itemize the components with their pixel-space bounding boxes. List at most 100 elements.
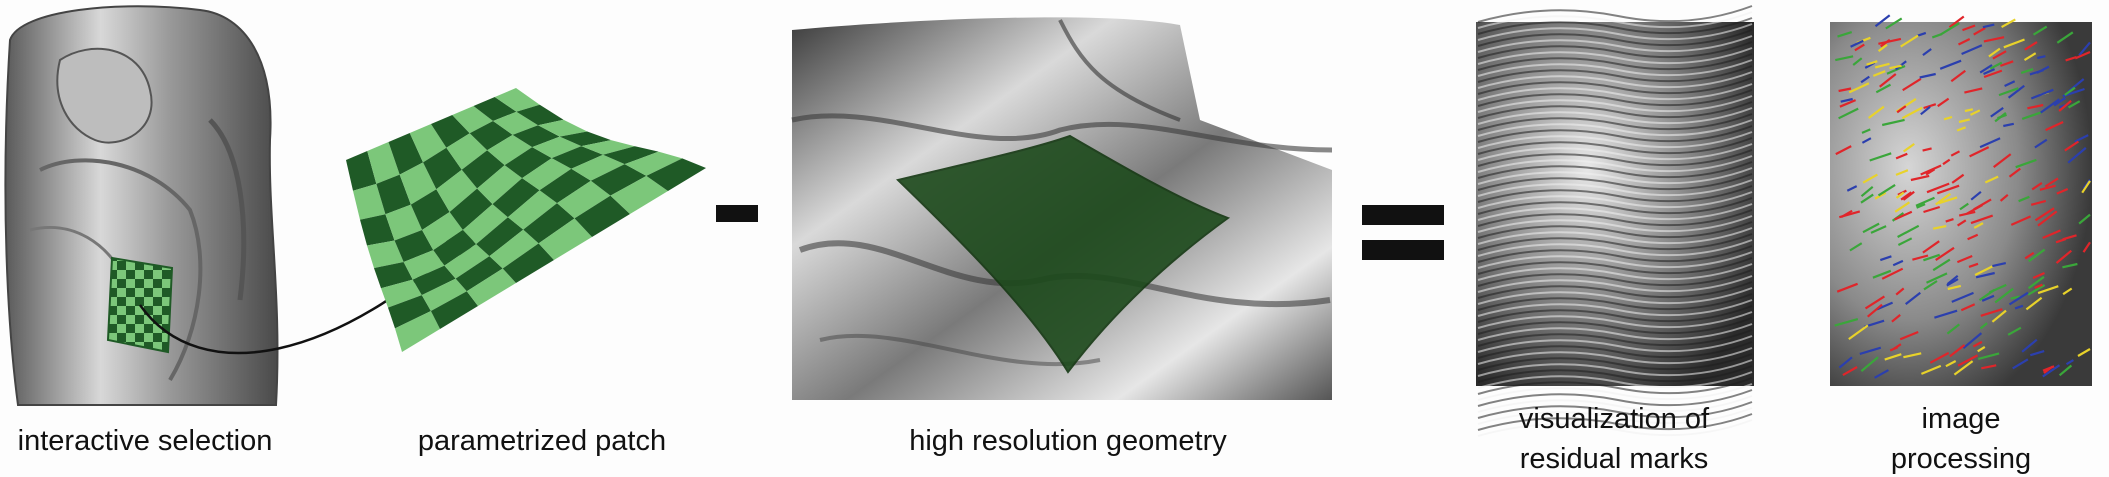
- detected-stroke: [1838, 356, 1853, 369]
- patch-cell: [492, 178, 540, 218]
- patch-cell: [469, 120, 513, 151]
- detected-stroke: [1988, 283, 2007, 294]
- detected-stroke: [1860, 356, 1879, 372]
- detected-stroke: [2023, 52, 2037, 62]
- detected-stroke: [1981, 364, 1997, 370]
- detected-stroke: [1960, 303, 1976, 312]
- detected-stroke: [1838, 87, 1852, 93]
- detected-stroke: [1982, 23, 1995, 29]
- detected-stroke: [2058, 100, 2072, 112]
- residual-streak: [1477, 305, 1753, 323]
- detected-stroke: [2015, 158, 2037, 169]
- patch-cell: [374, 261, 413, 289]
- detected-stroke: [1916, 31, 1927, 37]
- detected-stroke: [2010, 295, 2020, 300]
- detected-stroke: [2037, 210, 2058, 227]
- residual-streak: [1477, 47, 1753, 65]
- detected-stroke: [1968, 262, 1979, 268]
- patch-cell: [388, 295, 431, 329]
- detected-stroke: [1949, 344, 1966, 358]
- residual-streak: [1477, 413, 1753, 431]
- detected-stroke: [1838, 107, 1859, 120]
- residual-streak: [1477, 329, 1753, 347]
- detected-stroke: [1934, 309, 1958, 319]
- residual-streak: [1477, 215, 1753, 233]
- detected-stroke: [2018, 195, 2030, 203]
- residual-streak: [1477, 155, 1753, 173]
- residual-streak: [1477, 281, 1753, 299]
- detected-stroke: [2078, 213, 2091, 225]
- detected-stroke: [2025, 296, 2043, 311]
- detected-stroke: [1879, 73, 1897, 88]
- residual-streak: [1477, 263, 1753, 281]
- detected-stroke: [1984, 175, 1999, 184]
- residual-streak: [1477, 83, 1753, 101]
- detected-stroke: [1874, 369, 1889, 379]
- detected-stroke: [1970, 214, 1994, 225]
- patch-cell: [494, 88, 540, 112]
- detected-stroke: [1836, 282, 1858, 293]
- detected-stroke: [1983, 68, 1996, 76]
- detected-stroke: [1874, 62, 1890, 69]
- detected-stroke: [1912, 254, 1929, 261]
- patch-cell: [462, 204, 508, 245]
- detected-stroke: [1975, 271, 1995, 279]
- detected-stroke: [2065, 359, 2074, 366]
- detected-stroke: [1973, 27, 1986, 36]
- residual-streak: [1477, 287, 1753, 305]
- detected-stroke: [2034, 207, 2055, 222]
- residual-streak: [1477, 257, 1753, 275]
- detected-stroke: [2027, 284, 2046, 296]
- detected-stroke: [1886, 64, 1906, 75]
- detected-stroke: [2067, 100, 2081, 109]
- detected-stroke: [1900, 191, 1912, 201]
- detected-stroke: [2027, 276, 2045, 290]
- residual-streak: [1477, 5, 1753, 23]
- detected-stroke: [1990, 106, 2004, 118]
- detected-stroke: [1900, 34, 1919, 48]
- detected-stroke: [1922, 48, 1932, 56]
- residual-streak: [1477, 401, 1753, 419]
- detected-stroke: [1956, 126, 1966, 132]
- residual-streak: [1477, 173, 1753, 191]
- detected-stroke: [1846, 185, 1858, 192]
- detected-stroke: [1881, 267, 1904, 280]
- detected-stroke: [2078, 41, 2091, 57]
- detected-stroke: [1840, 209, 1853, 219]
- detected-stroke: [1848, 324, 1869, 340]
- residual-streak: [1477, 149, 1753, 167]
- patch-cell: [412, 265, 456, 296]
- detected-stroke: [2056, 187, 2069, 195]
- detected-stroke: [1991, 309, 2007, 323]
- residual-streak: [1477, 137, 1753, 155]
- detected-stroke: [1920, 105, 1931, 116]
- residual-streak: [1477, 191, 1753, 209]
- residual-streak: [1477, 245, 1753, 263]
- parametrized-patch: [346, 88, 706, 352]
- detected-stroke: [1950, 150, 1961, 157]
- detected-stroke: [2081, 180, 2091, 194]
- detected-stroke: [1959, 202, 1969, 211]
- detected-stroke: [1951, 291, 1974, 303]
- patch-cell: [581, 140, 635, 155]
- patch-cell: [455, 256, 503, 292]
- detected-stroke: [2004, 80, 2016, 87]
- detected-stroke: [1891, 314, 1901, 323]
- detected-stroke: [1935, 246, 1955, 262]
- residual-streak: [1477, 221, 1753, 239]
- detected-stroke: [1910, 174, 1930, 182]
- detected-stroke: [1932, 225, 1947, 230]
- detected-stroke: [2021, 338, 2038, 353]
- residual-streak: [1477, 377, 1753, 395]
- detected-stroke: [2032, 25, 2048, 36]
- patch-cell: [559, 131, 611, 147]
- detected-stroke: [1877, 43, 1888, 52]
- detected-stroke: [1977, 352, 2000, 360]
- detected-stroke: [2012, 358, 2029, 370]
- detected-stroke: [1889, 346, 1899, 352]
- detected-stroke: [2036, 65, 2050, 74]
- residual-streak: [1477, 317, 1753, 335]
- residual-streak: [1477, 77, 1753, 95]
- patch-cell: [532, 136, 582, 159]
